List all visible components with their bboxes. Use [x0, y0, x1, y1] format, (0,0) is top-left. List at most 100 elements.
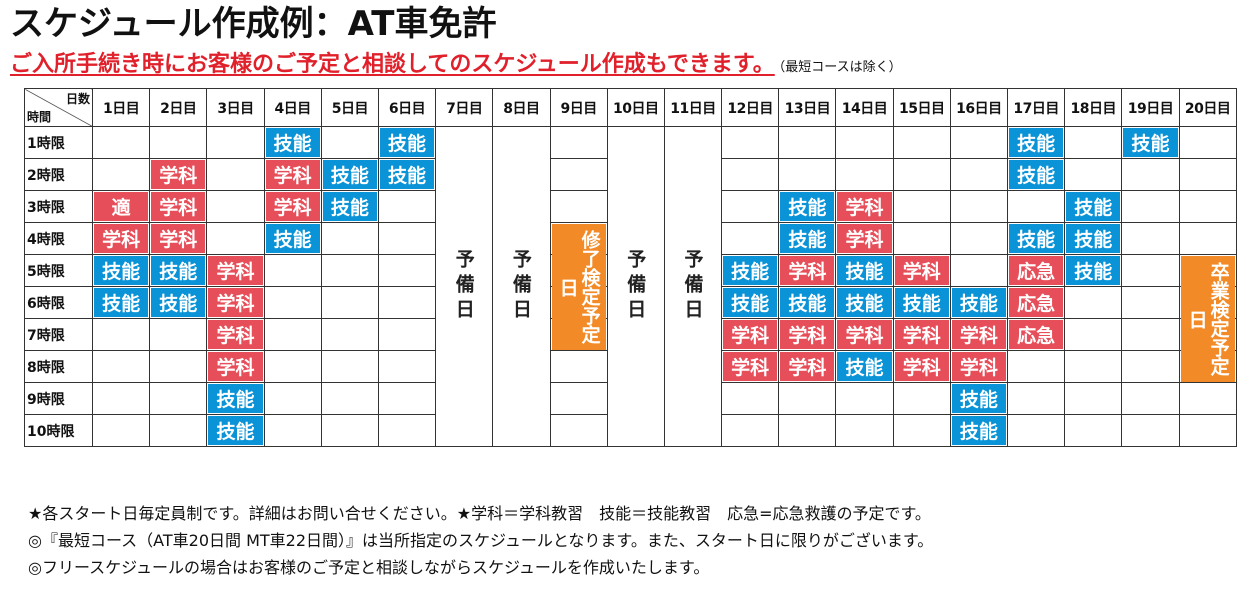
schedule-cell: 技能: [721, 286, 780, 319]
day-header: 16日目: [949, 88, 1009, 127]
day-header: 8日目: [492, 88, 551, 127]
schedule-cell: [91, 414, 151, 447]
schedule-cell: 学科: [892, 350, 951, 383]
day-header: 18日目: [1064, 88, 1123, 127]
schedule-cell: [1121, 254, 1180, 287]
academic-lesson-tag: 学科: [208, 288, 263, 317]
schedule-cell: 技能: [721, 254, 780, 287]
schedule-cell: [721, 158, 780, 191]
period-header: 5時限: [24, 254, 93, 287]
schedule-cell: [263, 382, 322, 415]
schedule-cell: 技能: [320, 158, 379, 191]
schedule-cell: 学科: [263, 190, 322, 223]
schedule-cell: [206, 190, 265, 223]
skill-lesson-tag: 技能: [723, 288, 778, 317]
schedule-cell: 適: [91, 190, 151, 223]
academic-lesson-tag: 学科: [780, 352, 835, 381]
skill-lesson-tag: 技能: [1066, 224, 1121, 253]
skill-lesson-tag: 技能: [951, 384, 1006, 413]
schedule-cell: [320, 414, 379, 447]
skill-lesson-tag: 技能: [780, 288, 835, 317]
corner-header: 日数 時間: [24, 88, 93, 127]
skill-lesson-tag: 技能: [208, 416, 263, 445]
first-aid-tag: 応急: [1009, 288, 1064, 317]
day-header: 14日目: [835, 88, 894, 127]
academic-lesson-tag: 学科: [723, 320, 778, 349]
reserve-day-cell: 予備日: [492, 126, 551, 447]
schedule-cell: [778, 158, 837, 191]
schedule-cell: [892, 158, 951, 191]
skill-lesson-tag: 技能: [1066, 256, 1121, 285]
schedule-cell: [892, 414, 951, 447]
schedule-cell: 学科: [149, 158, 208, 191]
academic-lesson-tag: 学科: [151, 192, 206, 221]
schedule-cell: 技能: [149, 286, 208, 319]
schedule-cell: [149, 318, 208, 351]
footnote-1: ★各スタート日毎定員制です。詳細はお問い合せください。★学科＝学科教習 技能＝技…: [28, 504, 931, 523]
schedule-cell: [949, 254, 1009, 287]
schedule-cell: 技能: [835, 350, 894, 383]
first-aid-tag: 応急: [1009, 320, 1064, 349]
schedule-cell: [149, 350, 208, 383]
schedule-cell: 技能: [778, 286, 837, 319]
schedule-cell: 技能: [91, 286, 151, 319]
schedule-cell: [778, 126, 837, 159]
schedule-cell: 学科: [949, 350, 1009, 383]
schedule-cell: [1121, 350, 1180, 383]
schedule-cell: [1121, 382, 1180, 415]
skill-lesson-tag: 技能: [1009, 128, 1064, 157]
period-header: 3時限: [24, 190, 93, 223]
schedule-cell: 学科: [206, 286, 265, 319]
schedule-cell: [1121, 318, 1180, 351]
schedule-cell: 学科: [835, 222, 894, 255]
schedule-cell: 学科: [149, 190, 208, 223]
schedule-cell: [91, 382, 151, 415]
mid-exam-label: 修了検定予定日: [551, 224, 606, 350]
footnote-2: ◎『最短コース（AT車20日間 MT車22日間）』は当所指定のスケジュールとなり…: [28, 531, 934, 550]
schedule-cell: 技能: [949, 286, 1009, 319]
period-header: 1時限: [24, 126, 93, 159]
schedule-cell: [377, 190, 437, 223]
schedule-cell: [1006, 414, 1066, 447]
schedule-cell: [91, 126, 151, 159]
day-header: 20日目: [1178, 88, 1237, 127]
corner-time-label: 時間: [27, 110, 52, 124]
skill-lesson-tag: 技能: [1009, 160, 1064, 189]
schedule-cell: [149, 382, 208, 415]
schedule-cell: [778, 414, 837, 447]
schedule-cell: [1121, 222, 1180, 255]
period-header: 4時限: [24, 222, 93, 255]
skill-lesson-tag: 技能: [723, 256, 778, 285]
schedule-cell: [91, 318, 151, 351]
schedule-cell: 学科: [778, 254, 837, 287]
aptitude-test-tag: 適: [94, 192, 149, 221]
schedule-cell: [721, 190, 780, 223]
schedule-cell: 技能: [835, 286, 894, 319]
period-row: 2時限 学科 学科 技能 技能 技能: [24, 158, 1237, 191]
schedule-cell: 技能: [149, 254, 208, 287]
period-row: 3時限適学科 学科 技能 技能 学科 技能: [24, 190, 1237, 223]
schedule-cell: 学科: [778, 350, 837, 383]
schedule-cell: 技能: [206, 414, 265, 447]
academic-lesson-tag: 学科: [265, 160, 320, 189]
schedule-cell: [377, 414, 437, 447]
academic-lesson-tag: 学科: [780, 256, 835, 285]
schedule-cell: [149, 126, 208, 159]
schedule-cell: [892, 126, 951, 159]
schedule-cell: 応急: [1006, 318, 1066, 351]
schedule-cell: [320, 318, 379, 351]
schedule-cell: [377, 222, 437, 255]
schedule-cell: [206, 158, 265, 191]
schedule-cell: 学科: [892, 254, 951, 287]
schedule-cell: 技能: [377, 126, 437, 159]
schedule-cell: [721, 126, 780, 159]
schedule-cell: 技能: [1121, 126, 1180, 159]
schedule-cell: [835, 382, 894, 415]
schedule-cell: 技能: [1064, 222, 1123, 255]
subtitle: ご入所手続き時にお客様のご予定と相談してのスケジュール作成もできます。 （最短コー…: [10, 50, 902, 83]
day-header: 2日目: [149, 88, 208, 127]
schedule-cell: [892, 190, 951, 223]
schedule-cell: 技能: [778, 222, 837, 255]
academic-lesson-tag: 学科: [151, 224, 206, 253]
schedule-table: 日数 時間 1日目 2日目 3日目 4日目 5日目 6日目 7日目 8日目 9日目 10日目 11日目 1…: [24, 88, 1237, 447]
